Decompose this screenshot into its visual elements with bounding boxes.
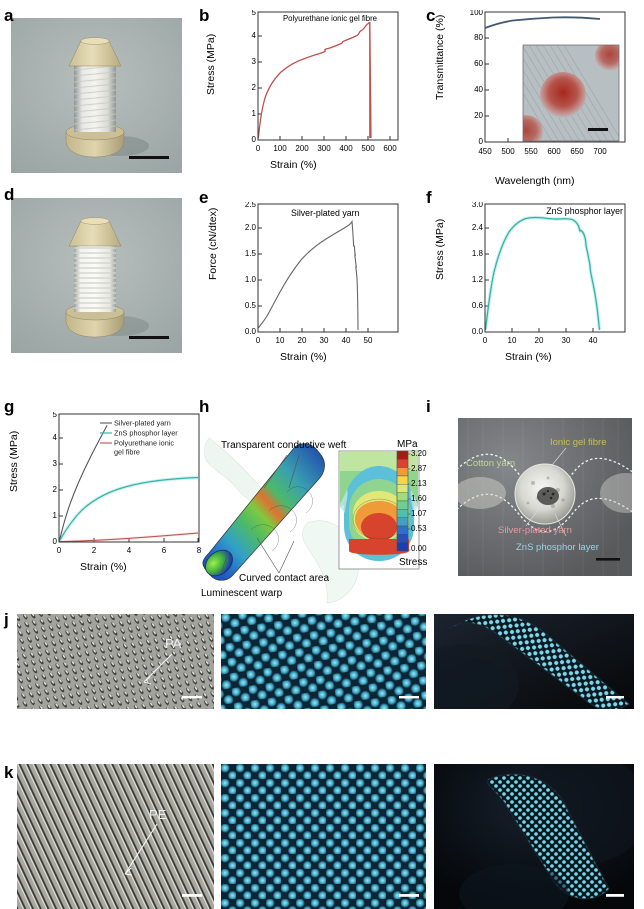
- svg-text:0.6: 0.6: [472, 301, 484, 310]
- svg-text:40: 40: [589, 336, 598, 345]
- svg-text:10: 10: [508, 336, 517, 345]
- svg-text:0: 0: [53, 537, 58, 546]
- svg-text:0.53: 0.53: [411, 524, 427, 533]
- svg-text:20: 20: [298, 336, 307, 345]
- svg-text:30: 30: [562, 336, 571, 345]
- svg-text:2: 2: [252, 83, 257, 92]
- svg-text:3.0: 3.0: [472, 202, 484, 209]
- svg-text:2.4: 2.4: [472, 223, 484, 232]
- svg-text:4: 4: [127, 546, 132, 555]
- svg-text:0: 0: [57, 546, 62, 555]
- svg-text:Luminescent warp: Luminescent warp: [201, 588, 283, 599]
- svg-text:6: 6: [162, 546, 167, 555]
- svg-text:550: 550: [524, 147, 538, 156]
- svg-text:2.13: 2.13: [411, 479, 427, 488]
- svg-text:0.00: 0.00: [411, 544, 427, 553]
- svg-text:10: 10: [276, 336, 285, 345]
- svg-text:ZnS phosphor layer: ZnS phosphor layer: [114, 429, 178, 438]
- svg-text:0: 0: [483, 336, 488, 345]
- svg-text:3.20: 3.20: [411, 449, 427, 458]
- svg-text:0: 0: [256, 144, 261, 153]
- svg-text:1.2: 1.2: [472, 275, 484, 284]
- svg-text:5: 5: [53, 412, 58, 419]
- svg-text:200: 200: [295, 144, 309, 153]
- svg-text:1.07: 1.07: [411, 509, 427, 518]
- svg-text:Polyurethane ionic gel fibre: Polyurethane ionic gel fibre: [283, 14, 377, 23]
- svg-text:600: 600: [383, 144, 397, 153]
- svg-text:Cotton yarn: Cotton yarn: [466, 458, 515, 469]
- svg-text:60: 60: [474, 59, 483, 68]
- svg-text:Silver-plated yarn: Silver-plated yarn: [291, 208, 360, 218]
- svg-text:50: 50: [364, 336, 373, 345]
- svg-text:0: 0: [256, 336, 261, 345]
- svg-text:5: 5: [252, 10, 257, 17]
- svg-text:2.87: 2.87: [411, 464, 427, 473]
- svg-text:Stress: Stress: [399, 557, 427, 568]
- svg-text:ZnS phosphor layer: ZnS phosphor layer: [516, 542, 599, 553]
- svg-text:30: 30: [320, 336, 329, 345]
- svg-text:3: 3: [53, 459, 58, 468]
- svg-text:Polyurethane ionic: Polyurethane ionic: [114, 439, 174, 448]
- svg-text:1.8: 1.8: [472, 249, 484, 258]
- svg-text:0.0: 0.0: [245, 327, 257, 336]
- svg-text:3: 3: [252, 57, 257, 66]
- svg-text:4: 4: [252, 31, 257, 40]
- svg-text:2: 2: [53, 485, 58, 494]
- svg-text:0.5: 0.5: [245, 301, 257, 310]
- svg-text:4: 4: [53, 433, 58, 442]
- svg-text:ZnS phosphor layer: ZnS phosphor layer: [546, 206, 623, 216]
- svg-text:40: 40: [342, 336, 351, 345]
- svg-text:100: 100: [273, 144, 287, 153]
- svg-text:300: 300: [317, 144, 331, 153]
- svg-text:1.5: 1.5: [245, 249, 257, 258]
- svg-text:20: 20: [474, 111, 483, 120]
- svg-text:2: 2: [92, 546, 97, 555]
- svg-text:0.0: 0.0: [472, 327, 484, 336]
- svg-text:450: 450: [478, 147, 492, 156]
- svg-text:20: 20: [535, 336, 544, 345]
- svg-text:400: 400: [339, 144, 353, 153]
- svg-text:500: 500: [501, 147, 515, 156]
- svg-text:0: 0: [252, 135, 257, 144]
- svg-text:40: 40: [474, 85, 483, 94]
- svg-text:0: 0: [479, 137, 484, 146]
- svg-text:2.5: 2.5: [245, 202, 257, 209]
- svg-text:2.0: 2.0: [245, 223, 257, 232]
- svg-text:600: 600: [547, 147, 561, 156]
- svg-text:Silver-plated yarn: Silver-plated yarn: [498, 525, 572, 536]
- svg-text:500: 500: [361, 144, 375, 153]
- svg-text:80: 80: [474, 33, 483, 42]
- svg-text:PA: PA: [165, 636, 182, 651]
- svg-text:1: 1: [252, 109, 257, 118]
- svg-text:PE: PE: [149, 807, 167, 822]
- svg-text:1.0: 1.0: [245, 275, 257, 284]
- svg-text:650: 650: [570, 147, 584, 156]
- svg-text:Ionic gel fibre: Ionic gel fibre: [550, 437, 607, 448]
- svg-text:100: 100: [470, 10, 484, 17]
- svg-text:Curved contact area: Curved contact area: [239, 573, 329, 584]
- svg-text:1: 1: [53, 511, 58, 520]
- svg-text:Silver-plated yarn: Silver-plated yarn: [114, 419, 171, 428]
- svg-text:Transparent conductive weft: Transparent conductive weft: [221, 440, 346, 451]
- svg-text:1.60: 1.60: [411, 494, 427, 503]
- svg-text:700: 700: [593, 147, 607, 156]
- svg-text:gel fibre: gel fibre: [114, 448, 140, 457]
